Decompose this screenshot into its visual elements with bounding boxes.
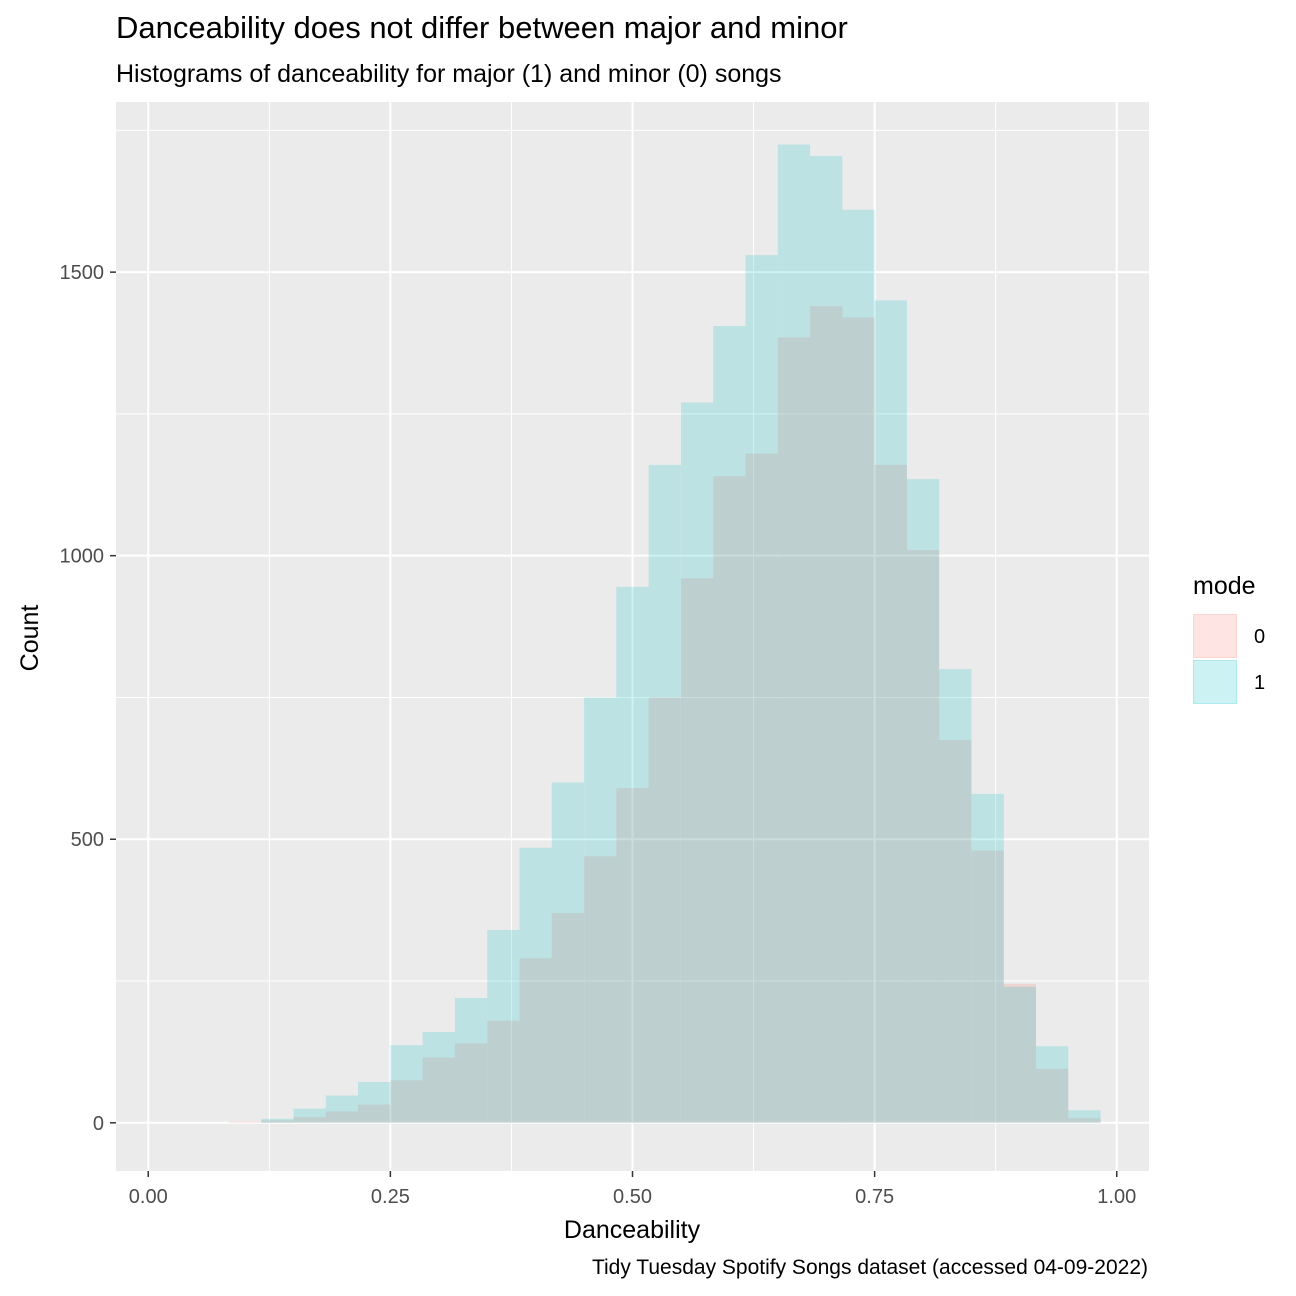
bar-mode-1 bbox=[293, 1108, 326, 1123]
bar-mode-0 bbox=[906, 550, 940, 1123]
bar-mode-0 bbox=[777, 337, 811, 1123]
bar-mode-0 bbox=[487, 1020, 520, 1123]
bar-mode-1 bbox=[810, 155, 843, 1123]
bar-mode-0 bbox=[390, 1080, 423, 1123]
x-axis-label: Danceability bbox=[564, 1216, 701, 1244]
bar-mode-1 bbox=[713, 326, 746, 1123]
bar-mode-1 bbox=[422, 1032, 455, 1123]
bar-mode-1 bbox=[454, 998, 488, 1123]
series-0-bars bbox=[228, 306, 1101, 1123]
y-tick-label: 1000 bbox=[60, 546, 105, 568]
major-gridlines bbox=[116, 102, 1149, 1171]
bar-mode-0 bbox=[1068, 1118, 1101, 1123]
bar-mode-1 bbox=[584, 697, 617, 1123]
bar-mode-0 bbox=[842, 317, 875, 1123]
bar-mode-0 bbox=[454, 1043, 488, 1123]
bar-mode-0 bbox=[874, 464, 907, 1123]
bar-mode-0 bbox=[293, 1117, 326, 1123]
y-axis-label: Count bbox=[16, 605, 44, 672]
x-tick-label: 0.00 bbox=[129, 1186, 168, 1208]
bar-mode-0 bbox=[713, 476, 746, 1123]
chart-caption: Tidy Tuesday Spotify Songs dataset (acce… bbox=[591, 1256, 1148, 1279]
chart-subtitle: Histograms of danceability for major (1)… bbox=[116, 60, 782, 88]
bar-mode-1 bbox=[1068, 1110, 1101, 1123]
x-tick-label: 0.75 bbox=[855, 1186, 894, 1208]
bar-mode-1 bbox=[1036, 1046, 1069, 1123]
bar-mode-0 bbox=[971, 850, 1004, 1123]
bar-mode-1 bbox=[1003, 986, 1037, 1123]
bar-mode-1 bbox=[745, 255, 778, 1123]
legend-label-1: 1 bbox=[1254, 672, 1266, 694]
x-tick-label: 0.25 bbox=[371, 1186, 410, 1208]
y-tick-label: 500 bbox=[71, 829, 104, 851]
bar-mode-0 bbox=[680, 578, 714, 1123]
series-1-bars bbox=[261, 144, 1101, 1123]
bar-mode-1 bbox=[680, 402, 714, 1123]
bar-mode-1 bbox=[842, 209, 875, 1123]
y-tick-label: 1500 bbox=[60, 262, 105, 284]
bar-mode-1 bbox=[519, 847, 552, 1123]
legend-title: mode bbox=[1193, 572, 1256, 600]
bar-mode-1 bbox=[261, 1118, 294, 1123]
bar-mode-0 bbox=[745, 453, 778, 1123]
bar-mode-0 bbox=[939, 739, 972, 1123]
bar-mode-0 bbox=[1003, 983, 1037, 1123]
bar-mode-1 bbox=[874, 300, 907, 1123]
legend-key-1 bbox=[1193, 660, 1237, 704]
bar-mode-0 bbox=[519, 958, 552, 1123]
bar-mode-1 bbox=[487, 929, 520, 1123]
bar-mode-1 bbox=[616, 586, 649, 1123]
bar-mode-0 bbox=[422, 1057, 455, 1123]
bar-mode-1 bbox=[777, 144, 811, 1123]
bar-mode-1 bbox=[648, 464, 681, 1123]
bar-mode-0 bbox=[810, 306, 843, 1123]
x-tick-label: 0.50 bbox=[613, 1186, 652, 1208]
bar-mode-0 bbox=[584, 856, 617, 1123]
bar-mode-0 bbox=[1036, 1068, 1069, 1123]
bar-mode-1 bbox=[906, 479, 940, 1123]
bar-mode-1 bbox=[390, 1045, 423, 1123]
x-tick-label: 1.00 bbox=[1097, 1186, 1136, 1208]
bar-mode-1 bbox=[551, 782, 585, 1123]
bar-mode-1 bbox=[939, 669, 972, 1123]
bar-mode-0 bbox=[261, 1120, 294, 1123]
legend-label-0: 0 bbox=[1254, 626, 1266, 648]
bar-mode-1 bbox=[971, 793, 1004, 1123]
bar-mode-0 bbox=[228, 1121, 262, 1123]
y-axis-ticks: 0 500 1000 1500 bbox=[60, 262, 116, 1135]
bar-mode-0 bbox=[648, 697, 681, 1123]
x-axis-ticks: 0.00 0.25 0.50 0.75 1.00 bbox=[129, 1171, 1136, 1208]
chart-title: Danceability does not differ between maj… bbox=[116, 10, 848, 45]
bar-mode-0 bbox=[325, 1111, 359, 1123]
bar-mode-0 bbox=[616, 788, 649, 1123]
bar-mode-0 bbox=[358, 1104, 391, 1123]
bar-mode-0 bbox=[551, 912, 585, 1123]
legend-key-0 bbox=[1193, 614, 1237, 658]
bar-mode-1 bbox=[325, 1095, 359, 1123]
bar-mode-1 bbox=[358, 1081, 391, 1123]
y-tick-label: 0 bbox=[93, 1113, 104, 1135]
